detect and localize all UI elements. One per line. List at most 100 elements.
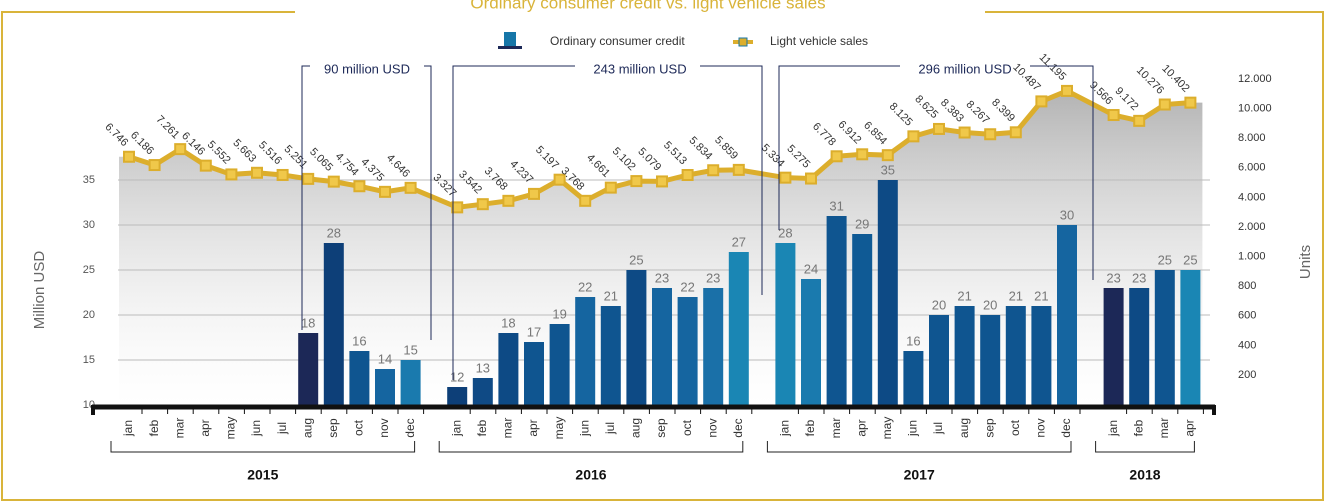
- line-marker: [276, 168, 289, 181]
- bar: [826, 216, 847, 405]
- line-marker: [933, 122, 945, 135]
- year-bracket: [438, 441, 744, 453]
- bar-value-label: 22: [680, 279, 694, 294]
- line-value-label: 5.197: [533, 144, 561, 172]
- bar: [549, 324, 570, 405]
- y-tick-label: 30: [83, 219, 95, 231]
- bar: [1005, 306, 1026, 405]
- year-label: 2016: [575, 467, 606, 483]
- year-bracket: [766, 441, 1072, 453]
- bar-value-label: 20: [932, 297, 946, 312]
- line-marker: [1158, 98, 1171, 111]
- bar-value-label: 15: [403, 342, 417, 357]
- y2-axis-label: Units: [1297, 245, 1314, 279]
- bar-value-label: 31: [829, 198, 843, 213]
- bar-value-label: 25: [1183, 252, 1197, 267]
- bar: [447, 387, 468, 405]
- line-value-label: 5.079: [635, 146, 663, 174]
- line-value-label: 5.859: [712, 134, 740, 162]
- bar-value-label: 13: [476, 360, 490, 375]
- x-tick-label: dec: [403, 418, 417, 437]
- x-tick-label: sep: [326, 418, 340, 438]
- line-value-label: 5.251: [282, 143, 310, 171]
- y2-tick-label: 400: [1238, 339, 1256, 351]
- line-marker: [302, 172, 315, 185]
- line-marker: [881, 149, 894, 162]
- bar: [375, 369, 395, 405]
- bar-value-label: 28: [778, 225, 792, 240]
- bar: [852, 234, 873, 405]
- line-marker: [404, 181, 417, 194]
- line-marker: [353, 180, 366, 193]
- y2-tick-label: 2.000: [1238, 221, 1266, 233]
- line-marker: [579, 194, 592, 207]
- x-tick-label: nov: [377, 418, 391, 437]
- line-marker: [604, 181, 617, 194]
- bar-value-label: 25: [1158, 252, 1172, 267]
- y-axis-label: Million USD: [31, 251, 48, 330]
- line-marker: [630, 175, 643, 188]
- bar-value-label: 23: [706, 270, 720, 285]
- line-marker: [528, 187, 540, 200]
- bar: [801, 279, 821, 405]
- bar-value-label: 23: [1106, 270, 1120, 285]
- line-marker: [174, 143, 187, 156]
- line-value-label: 5.513: [661, 139, 689, 167]
- line-value-label: 4.754: [333, 150, 361, 178]
- line-value-label: 8.399: [989, 97, 1017, 125]
- line-marker: [553, 173, 566, 186]
- x-tick-label: oct: [1008, 419, 1022, 436]
- line-value-label: 6.778: [810, 121, 838, 149]
- bar-value-label: 23: [655, 270, 669, 285]
- line-marker: [1035, 95, 1048, 108]
- x-tick-label: mar: [501, 418, 515, 439]
- bar: [400, 360, 421, 405]
- x-tick-label: jun: [249, 420, 263, 437]
- line-marker: [379, 185, 391, 198]
- bar: [903, 351, 924, 405]
- annotation-bracket: [778, 65, 1094, 280]
- bar-value-label: 23: [1132, 270, 1146, 285]
- legend-icon-marker: [738, 37, 748, 47]
- x-tick-label: jul: [931, 422, 945, 435]
- bar-value-label: 21: [957, 288, 971, 303]
- line-marker: [1107, 109, 1120, 122]
- bar: [524, 342, 544, 405]
- bar-value-label: 21: [604, 288, 618, 303]
- bar: [575, 297, 596, 405]
- bar: [954, 306, 975, 405]
- annotation: 90 million USD: [324, 61, 410, 76]
- annotation: 243 million USD: [593, 61, 686, 76]
- bar-value-label: 24: [804, 261, 818, 276]
- bar-value-label: 16: [352, 333, 366, 348]
- bar: [349, 351, 370, 405]
- bar: [498, 333, 519, 405]
- year-label: 2017: [904, 467, 935, 483]
- x-tick-label: feb: [147, 419, 161, 436]
- bar-value-label: 28: [327, 225, 341, 240]
- x-tick-label: sep: [654, 418, 668, 438]
- line-marker: [907, 130, 920, 143]
- line-marker: [1184, 96, 1197, 109]
- x-tick-label: mar: [172, 418, 186, 439]
- bar: [1103, 288, 1124, 405]
- line-value-label: 8.625: [912, 93, 940, 121]
- x-tick-label: aug: [300, 418, 314, 438]
- line-marker: [251, 166, 263, 179]
- x-tick-label: sep: [982, 418, 996, 438]
- line-value-label: 6.854: [861, 119, 889, 147]
- bar: [1154, 270, 1175, 405]
- annotation: 296 million USD: [918, 61, 1011, 76]
- bar-value-label: 20: [983, 297, 997, 312]
- line-value-label: 5.834: [687, 134, 715, 162]
- y2-tick-label: 800: [1238, 280, 1256, 292]
- line-value-label: 3.542: [456, 168, 484, 196]
- y2-tick-label: 200: [1238, 369, 1256, 381]
- y2-tick-label: 6.000: [1238, 162, 1266, 174]
- line-value-label: 4.237: [507, 158, 535, 186]
- bar-value-label: 21: [1009, 288, 1023, 303]
- x-tick-label: apr: [526, 419, 540, 436]
- x-tick-label: jan: [778, 420, 792, 437]
- line-marker: [148, 159, 161, 172]
